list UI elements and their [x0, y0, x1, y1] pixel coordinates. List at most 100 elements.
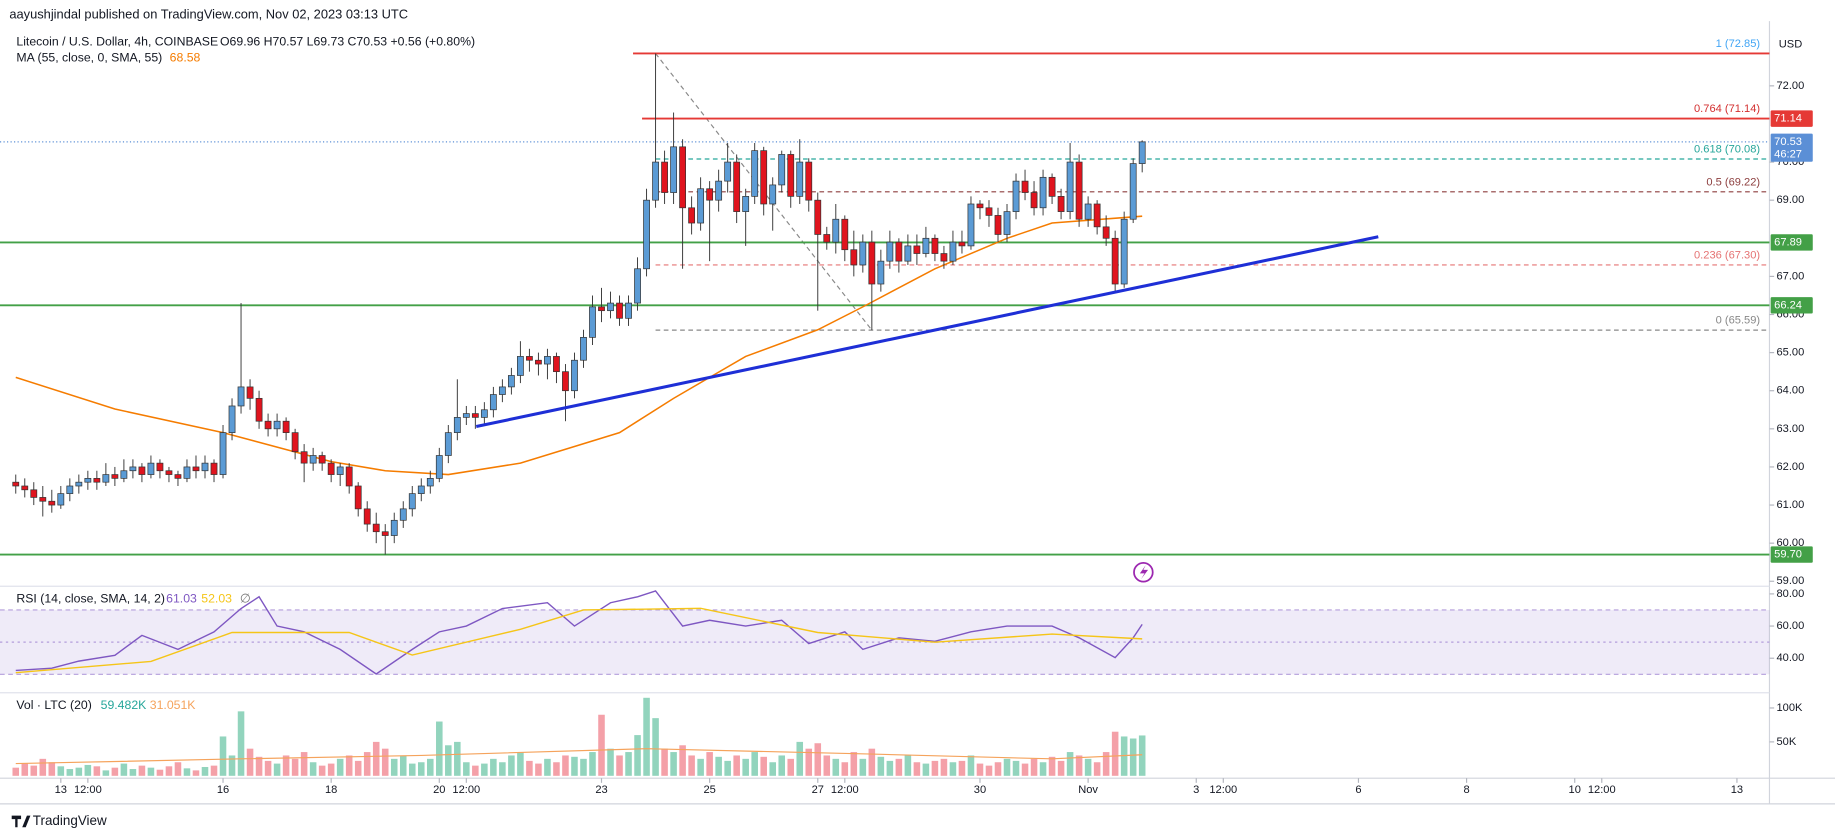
candle: [102, 463, 110, 486]
candle-body: [868, 241, 876, 285]
volume-bar: [832, 758, 840, 776]
candle: [66, 478, 74, 502]
volume-bar: [481, 763, 488, 776]
alert-circle[interactable]: [1133, 561, 1154, 583]
candle-body: [625, 302, 632, 319]
candle: [526, 348, 533, 372]
candle-body: [219, 432, 227, 475]
volume-bar: [1138, 735, 1146, 776]
x-tick-label: 6: [1355, 784, 1361, 796]
volume-bar: [499, 762, 506, 776]
candle: [1075, 154, 1083, 227]
candle-body: [48, 500, 56, 506]
volume-bar: [1129, 738, 1137, 776]
x-tick-label: 13: [55, 784, 67, 796]
candle: [904, 234, 912, 265]
candle: [255, 390, 263, 429]
candle: [670, 112, 677, 204]
candle-body: [562, 371, 569, 392]
candle-body: [535, 359, 542, 365]
candle-body: [390, 519, 398, 536]
candle-body: [183, 466, 191, 479]
candle: [877, 249, 885, 292]
volume-bar: [1084, 758, 1092, 776]
candle: [679, 139, 686, 269]
y-tick-label: 60.00: [1776, 620, 1804, 632]
candle-body: [814, 199, 822, 235]
volume-bar: [111, 767, 119, 776]
alert-bolt[interactable]: [1139, 565, 1149, 580]
volume-bar: [454, 741, 461, 776]
candle-body: [958, 241, 966, 247]
x-tick-label: 23: [595, 784, 607, 796]
candle-body: [805, 161, 813, 201]
candle: [1048, 173, 1056, 204]
candle-body: [778, 154, 786, 186]
candle-body: [453, 417, 461, 433]
volume-bar: [841, 762, 849, 776]
candle-body: [1111, 237, 1119, 285]
candle-body: [967, 203, 975, 247]
volume-bar: [1102, 752, 1110, 776]
volume-bar: [589, 752, 596, 776]
candle-body: [30, 489, 38, 498]
candle-body: [886, 241, 894, 262]
volume-bar: [697, 758, 704, 776]
volume-bar: [805, 748, 813, 776]
candle: [931, 234, 939, 262]
x-tick-label: 8: [1463, 784, 1469, 796]
candle: [571, 352, 578, 399]
last-price-badge: 70.53: [1774, 136, 1802, 148]
y-tick-label: 60.00: [1776, 537, 1804, 549]
volume-bar: [309, 762, 317, 776]
footer-brand: TradingView: [33, 813, 107, 828]
candle-body: [480, 409, 488, 418]
candle-body: [544, 356, 551, 365]
y-tick-label: 50K: [1776, 736, 1796, 748]
candle: [237, 303, 245, 414]
candle: [1138, 140, 1146, 173]
candle-body: [679, 146, 686, 209]
candle: [363, 501, 371, 532]
candle: [444, 425, 452, 464]
volume-bar: [625, 752, 632, 776]
volume-bar: [165, 766, 173, 776]
candle-body: [228, 405, 236, 433]
candle: [309, 447, 317, 471]
candle-body: [751, 150, 759, 197]
candle: [661, 150, 668, 204]
candle-body: [715, 180, 723, 201]
volume-bar: [1075, 755, 1083, 776]
volume-bar: [84, 764, 92, 776]
volume-bar: [363, 752, 371, 776]
volume-bar: [652, 718, 659, 776]
candle: [417, 478, 425, 502]
candle-body: [12, 481, 20, 487]
x-tick-label: 18: [325, 784, 337, 796]
volume-bar: [778, 755, 786, 776]
volume-bar: [66, 769, 74, 776]
candle: [480, 402, 488, 426]
candle-body: [147, 462, 155, 475]
candle-body: [165, 470, 173, 475]
candle: [814, 192, 822, 311]
y-tick-label: 69.00: [1776, 194, 1804, 206]
candle: [706, 181, 714, 262]
volume-bar: [508, 755, 515, 776]
candle-body: [553, 356, 560, 373]
candle-body: [580, 337, 587, 361]
alert-icon[interactable]: [1133, 561, 1154, 583]
x-tick-label: 30: [974, 784, 986, 796]
candle-body: [291, 432, 299, 453]
candle-body: [1075, 161, 1083, 220]
volume-bar: [985, 765, 993, 776]
volume-bar: [129, 769, 137, 776]
candle-body: [949, 241, 957, 262]
candle-body: [498, 386, 506, 395]
volume-bar: [1111, 731, 1119, 776]
candle: [318, 451, 326, 471]
candle: [192, 455, 200, 479]
candle: [12, 474, 20, 494]
volume-bar: [1021, 763, 1029, 776]
candle-body: [21, 485, 29, 491]
